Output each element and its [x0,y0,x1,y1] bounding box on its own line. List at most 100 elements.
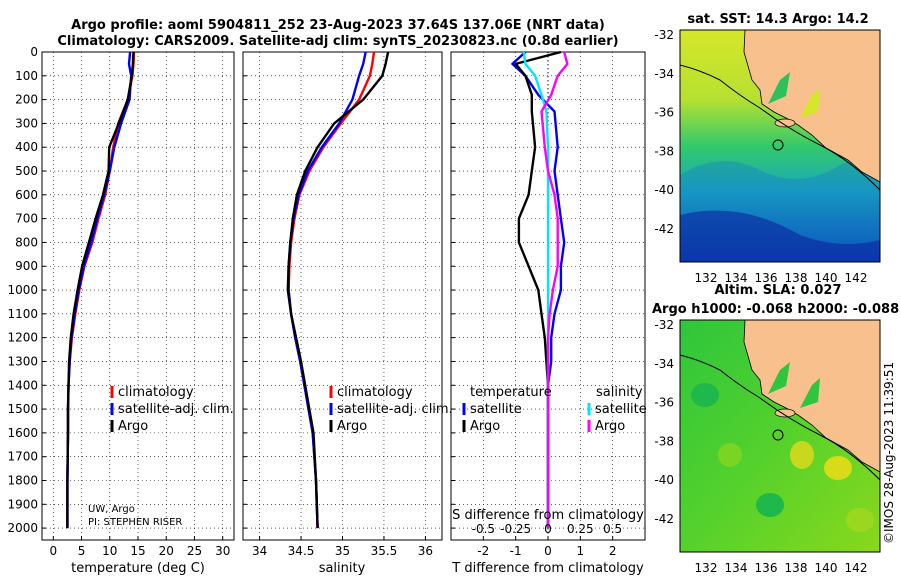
lon-tick-label: 138 [785,271,808,285]
temperature-profiles [66,51,136,529]
x-tick-label: 0 [49,544,57,558]
x-tick-label: 30 [215,544,230,558]
x-tick-label: 34.5 [288,544,315,558]
float-owner-note: UW, Argo [88,504,135,515]
sst-island [774,118,796,128]
s-diff-tick-label: 0.5 [603,522,622,536]
legend-title-salinity: salinity [596,385,643,400]
sla-eddy-6 [846,508,874,532]
depth-tick-label: 1000 [7,283,38,297]
legend-label-t-argo: Argo [470,419,500,434]
x-tick-label: 35 [335,544,350,558]
profile-line-argo-s [540,51,569,529]
lat-tick-label: -42 [654,512,674,526]
sst-map-title: sat. SST: 14.3 Argo: 14.2 [687,12,868,27]
legend-label-s-argo: Argo [595,419,625,434]
depth-tick-label: 1400 [7,378,38,392]
temperature-panel: 0100200300400500600700800900100011001200… [7,45,235,576]
sst-map: sat. SST: 14.3 Argo: 14.2 -32 -34 -36 -38 -4… [654,12,881,285]
legend-label-satellite: satellite-adj. clim. [118,402,234,417]
sla-argo-position [772,429,784,441]
profile-line-argo [66,51,135,529]
x-tick-label: -2 [477,544,489,558]
depth-tick-label: 500 [15,164,38,178]
depth-tick-label: 300 [15,116,38,130]
sst-gulf-water [768,72,790,104]
lat-tick-label: -38 [654,144,674,158]
salinity-tick-labels: 34 34.5 35 35.5 36 [252,544,433,558]
sst-isobath [680,64,880,191]
lat-tick-label: -42 [654,222,674,236]
s-diff-tick-label: -0.25 [500,522,531,536]
depth-tick-label: 100 [15,69,38,83]
depth-tick-label: 900 [15,259,38,273]
depth-tick-label: 1500 [7,402,38,416]
temperature-xlabel: temperature (deg C) [71,561,205,576]
lat-tick-label: -34 [654,357,674,371]
x-tick-label: 25 [187,544,202,558]
title-line-1: Argo profile: aoml 5904811_252 23-Aug-20… [71,18,605,33]
lon-tick-label: 134 [725,271,748,285]
x-tick-label: 35.5 [371,544,398,558]
lon-tick-label: 138 [785,561,808,575]
sla-isobath [680,354,880,481]
depth-tick-label: 200 [15,93,38,107]
s-difference-label: S difference from climatology [452,508,644,523]
lon-tick-label: 132 [695,271,718,285]
sla-map-title-2: Argo h1000: -0.068 h2000: -0.088 [652,302,899,317]
x-tick-label: -1 [510,544,522,558]
x-tick-label: 10 [102,544,117,558]
depth-tick-label: 800 [15,235,38,249]
depth-tick-label: 1600 [7,426,38,440]
sla-map-title-1: Altim. SLA: 0.027 [715,283,842,298]
lon-tick-label: 140 [815,561,838,575]
salinity-grid [243,51,442,540]
salinity-panel: 34 34.5 35 35.5 36 salinity climatology sate… [242,51,453,576]
x-tick-label: 0 [544,544,552,558]
legend-title-temperature: temperature [470,385,552,400]
lon-tick-label: 132 [695,561,718,575]
sla-lon-tick-labels: 132 134 136 138 140 142 [695,561,868,575]
sla-eddy-3 [718,443,742,467]
depth-tick-label: 1200 [7,331,38,345]
t-difference-xlabel: T difference from climatology [451,561,644,576]
lat-tick-label: -38 [654,434,674,448]
difference-profiles [511,50,569,529]
sla-eddy-1 [790,441,814,469]
profile-line-argo [286,51,390,529]
temperature-grid [42,51,234,540]
depth-tick-label: 2000 [7,521,38,535]
lon-tick-label: 142 [845,561,868,575]
depth-tick-label: 0 [30,45,38,59]
x-tick-label: 2 [609,544,617,558]
lon-tick-label: 142 [845,271,868,285]
x-tick-label: 20 [159,544,174,558]
title-line-2: Climatology: CARS2009. Satellite-adj cli… [57,34,618,49]
sla-eddy-4 [691,383,719,407]
legend-label-argo: Argo [118,419,148,434]
depth-tick-label: 1100 [7,307,38,321]
lat-tick-label: -32 [654,318,674,332]
lat-tick-label: -40 [654,183,674,197]
sla-eddy-5 [756,493,784,517]
depth-tick-label: 1800 [7,473,38,487]
legend-label-climatology: climatology [118,385,194,400]
salinity-profiles [286,51,390,529]
legend-label-t-satellite: satellite [470,402,522,417]
lat-tick-label: -36 [654,396,674,410]
lon-tick-label: 134 [725,561,748,575]
sst-map-frame [679,29,881,263]
salinity-legend: climatology satellite-adj. clim. Argo [329,385,453,434]
lat-tick-label: -34 [654,67,674,81]
sst-argo-position [772,139,784,151]
lon-tick-label: 136 [755,271,778,285]
sla-map: Altim. SLA: 0.027 Argo h1000: -0.068 h20… [652,283,899,575]
s-diff-tick-label: 0.25 [567,522,594,536]
depth-tick-label: 700 [15,212,38,226]
sla-lat-tick-labels: -32 -34 -36 -38 -40 -42 [654,318,674,526]
depth-tick-labels: 0 100 200 300 400 500 600 700 800 900 1000 1100 1200… [7,45,38,535]
sst-cold-patch [680,210,880,262]
x-tick-label: 5 [78,544,86,558]
s-difference-tick-labels: -0.5 -0.25 0 0.25 0.5 [472,522,623,536]
